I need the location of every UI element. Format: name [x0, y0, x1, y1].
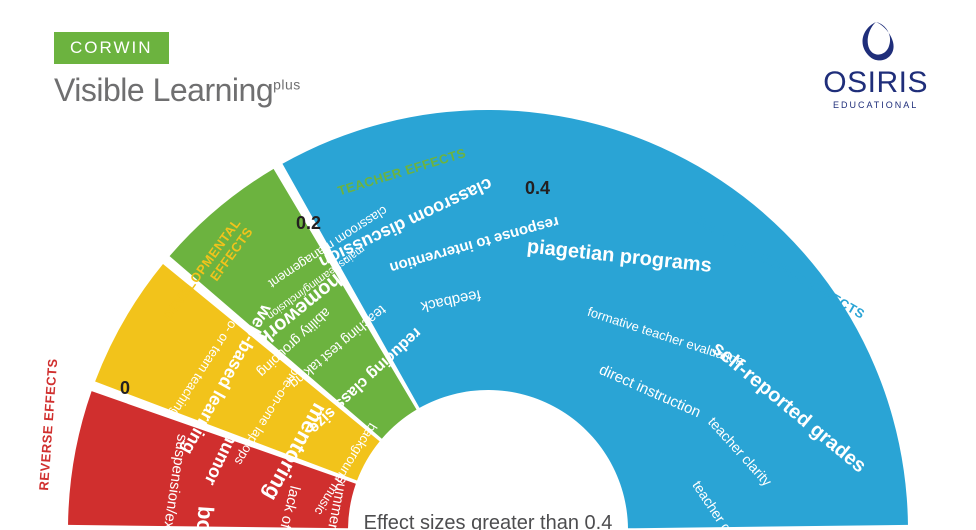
- tick-0.2: 0.2: [296, 213, 321, 234]
- tick-0.4: 0.4: [525, 178, 550, 199]
- stage: CORWIN Visible Learningplus OSIRIS EDUCA…: [0, 0, 976, 530]
- center-caption: Effect sizes greater than 0.4 accelerate…: [358, 510, 618, 530]
- tick-0: 0: [120, 378, 130, 399]
- effect-size-semicircle-chart: –0.200.20.41.6REVERSE EFFECTSDEVELOPMENT…: [0, 90, 976, 530]
